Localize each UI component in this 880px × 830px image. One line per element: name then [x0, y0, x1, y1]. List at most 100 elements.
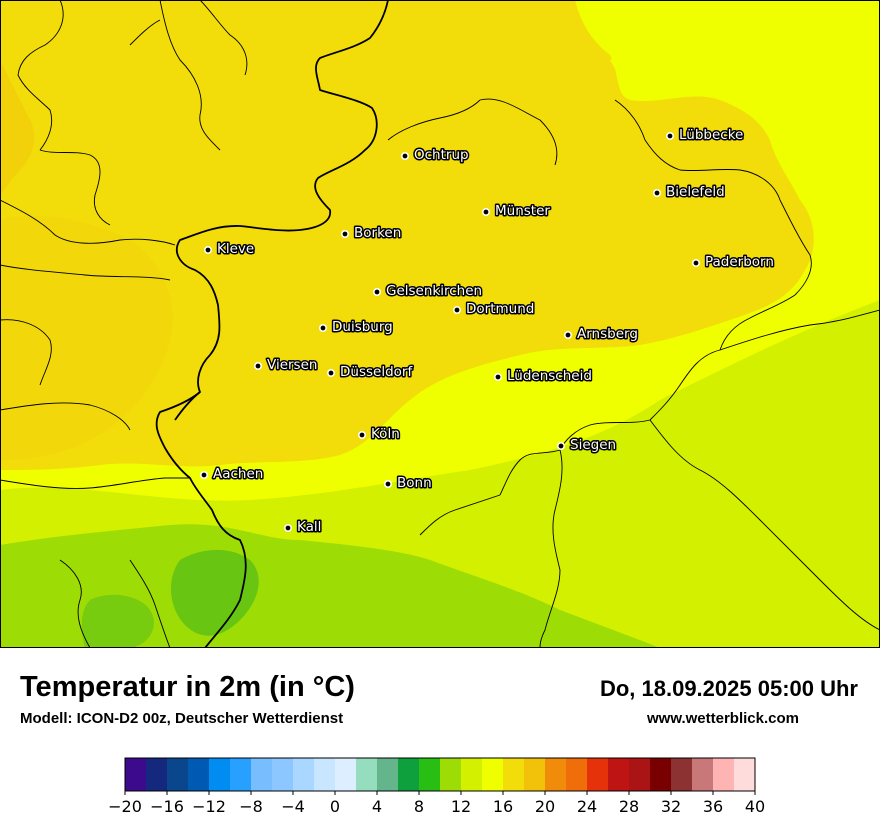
city-label: Duisburg: [332, 319, 393, 335]
colorbar-tick-label: 16: [493, 797, 513, 816]
city-borken: Borken: [340, 224, 403, 243]
colorbar-cell: [398, 758, 420, 791]
colorbar-cell: [188, 758, 210, 791]
temperature-field-green: [81, 594, 154, 648]
colorbar-tick-label: 28: [619, 797, 639, 816]
colorbar-tick-label: −4: [281, 797, 305, 816]
temperature-colorbar: −20 −16 −12 −8 −4 0 4 8 12 16 20 24 28 32 36 40: [108, 757, 765, 816]
city-bielefeld: Bielefeld: [652, 183, 726, 202]
forecast-datetime: Do, 18.09.2025 05:00 Uhr: [599, 676, 858, 701]
colorbar-cell: [671, 758, 693, 791]
city-label: Gelsenkirchen: [386, 283, 482, 299]
colorbar-tick-label: 32: [661, 797, 681, 816]
colorbar-cell: [167, 758, 189, 791]
colorbar-tick-label: 40: [745, 797, 765, 816]
city-label: Arnsberg: [577, 326, 638, 342]
colorbar-cell: [293, 758, 315, 791]
city-label: Kall: [297, 519, 321, 535]
city-dot-icon: [563, 330, 572, 339]
regional-borders: [0, 0, 880, 648]
colorbar-cell: [209, 758, 231, 791]
city-dot-icon: [318, 323, 327, 332]
colorbar-cell: [503, 758, 525, 791]
colorbar-tick-label: 12: [451, 797, 471, 816]
colorbar-ticks: −20 −16 −12 −8 −4 0 4 8 12 16 20 24 28 32 36 40: [108, 791, 765, 816]
website-link[interactable]: www.wetterblick.com: [647, 710, 799, 727]
temperature-field-18-20: [0, 60, 35, 195]
city-gelsenkirchen: Gelsenkirchen: [372, 282, 484, 301]
colorbar-cell: [251, 758, 273, 791]
city-label: Köln: [371, 426, 400, 442]
colorbar-cell: [335, 758, 357, 791]
city-label: Viersen: [267, 357, 317, 373]
city-dusseldorf: Düsseldorf: [326, 363, 415, 382]
colorbar-cell: [566, 758, 588, 791]
temperature-field-green: [170, 549, 259, 636]
model-subtitle: Modell: ICON-D2 00z, Deutscher Wetterdie…: [20, 710, 344, 727]
national-borders: [155, 0, 389, 648]
colorbar-cell: [461, 758, 483, 791]
city-bonn: Bonn: [383, 474, 433, 493]
city-label: Dortmund: [466, 301, 534, 317]
city-dot-icon: [691, 258, 700, 267]
colorbar-cell: [734, 758, 756, 791]
city-dot-icon: [372, 287, 381, 296]
city-dot-icon: [204, 246, 213, 255]
colorbar-cells: [125, 758, 756, 791]
colorbar-cell: [356, 758, 378, 791]
city-ochtrup: Ochtrup: [400, 146, 470, 165]
city-dot-icon: [200, 470, 209, 479]
city-label: Bonn: [397, 475, 432, 491]
city-kleve: Kleve: [204, 240, 256, 259]
city-label: Düsseldorf: [340, 364, 413, 380]
city-arnsberg: Arnsberg: [563, 325, 639, 344]
map-title: Temperatur in 2m (in °C): [20, 671, 355, 703]
colorbar-cell: [272, 758, 294, 791]
city-label: Kleve: [217, 241, 254, 257]
city-dot-icon: [326, 368, 335, 377]
colorbar-cell: [440, 758, 462, 791]
colorbar-tick-label: 8: [414, 797, 424, 816]
temperature-field-8-12: [0, 524, 660, 648]
colorbar-cell: [629, 758, 651, 791]
city-dot-icon: [452, 305, 461, 314]
colorbar-cell: [587, 758, 609, 791]
city-ludenscheid: Lüdenscheid: [493, 367, 593, 386]
city-dortmund: Dortmund: [452, 300, 536, 319]
city-koln: Köln: [357, 425, 401, 444]
colorbar-cell: [125, 758, 147, 791]
colorbar-cell: [482, 758, 504, 791]
city-label: Lüdenscheid: [507, 368, 592, 384]
colorbar-cell: [650, 758, 672, 791]
city-dot-icon: [652, 189, 661, 198]
city-label: Münster: [495, 203, 550, 219]
city-label: Ochtrup: [414, 147, 469, 163]
city-viersen: Viersen: [254, 356, 319, 375]
colorbar-tick-label: 0: [330, 797, 340, 816]
colorbar-cell: [377, 758, 399, 791]
city-dot-icon: [283, 523, 292, 532]
city-duisburg: Duisburg: [318, 318, 394, 337]
city-dot-icon: [254, 361, 263, 370]
colorbar-cell: [146, 758, 168, 791]
city-dot-icon: [481, 208, 490, 217]
colorbar-frame: [124, 757, 756, 792]
colorbar-cell: [692, 758, 714, 791]
city-label: Bielefeld: [666, 184, 725, 200]
colorbar-tick-label: 20: [535, 797, 555, 816]
colorbar-tick-label: −16: [150, 797, 184, 816]
colorbar-cell: [608, 758, 630, 791]
colorbar-tick-label: −12: [192, 797, 226, 816]
city-lubbecke: Lübbecke: [665, 126, 745, 145]
city-dot-icon: [400, 152, 409, 161]
colorbar-tick-label: 24: [577, 797, 597, 816]
temperature-field-16-18: [0, 0, 814, 470]
city-siegen: Siegen: [556, 436, 618, 455]
city-dot-icon: [340, 230, 349, 239]
city-paderborn: Paderborn: [691, 253, 775, 272]
temperature-field-14-16-ne: [760, 0, 880, 113]
colorbar-tick-label: 36: [703, 797, 723, 816]
colorbar-tick-label: −8: [239, 797, 263, 816]
city-label: Borken: [354, 225, 401, 241]
city-kall: Kall: [283, 518, 323, 537]
